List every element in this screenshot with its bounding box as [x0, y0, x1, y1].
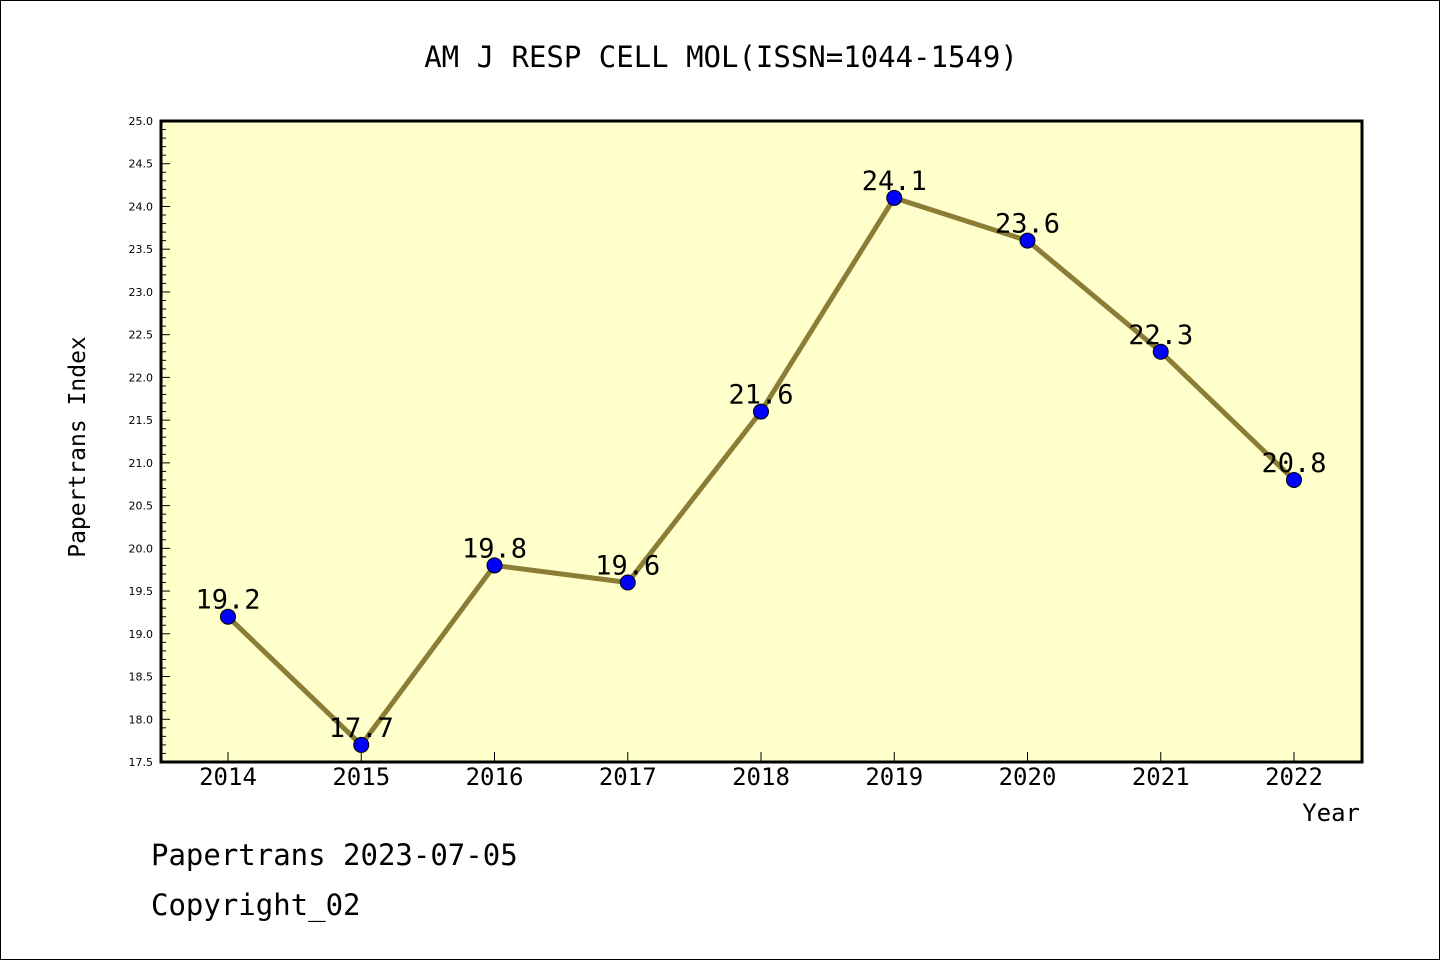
footer-date: Papertrans 2023-07-05 [151, 838, 518, 872]
plot-border [159, 119, 1364, 764]
x-axis-label: Year [1302, 799, 1360, 827]
data-labels-layer: 19.2 17.7 19.8 19.6 21.6 24.1 23.6 22.3 20.8 [195, 166, 1326, 744]
x-tick-label: 2019 [865, 763, 923, 791]
chart-title: AM J RESP CELL MOL(ISSN=1044-1549) [424, 40, 1018, 74]
plot-area [161, 121, 1362, 762]
y-tick-label: 21.5 [129, 414, 154, 427]
data-point [220, 608, 236, 625]
data-point [1019, 232, 1036, 249]
series-layer [220, 189, 1302, 753]
y-tick-label: 19.0 [129, 628, 154, 641]
y-tick-label: 22.0 [129, 371, 154, 384]
data-point [1152, 343, 1169, 360]
x-tick-label: 2016 [466, 763, 524, 791]
data-label: 24.1 [862, 166, 927, 197]
data-label: 17.7 [329, 713, 394, 744]
data-point [886, 189, 903, 206]
x-axis: 2014 2015 2016 2017 2018 2019 2020 2021 2022 [199, 752, 1323, 791]
y-tick-label: 18.5 [129, 671, 154, 684]
data-point [753, 403, 769, 420]
y-tick-label: 18.0 [129, 713, 154, 726]
y-tick-label: 20.0 [129, 542, 154, 555]
y-tick-label: 19.5 [129, 585, 154, 598]
data-point [1286, 471, 1302, 488]
footer-copyright: Copyright_02 [151, 888, 361, 923]
data-label: 21.6 [728, 380, 793, 411]
data-point [486, 557, 503, 574]
x-tick-label: 2022 [1265, 763, 1323, 791]
x-tick-label: 2015 [332, 763, 390, 791]
data-label: 19.6 [595, 551, 660, 582]
x-tick-label: 2020 [999, 763, 1057, 791]
x-tick-label: 2014 [199, 763, 257, 791]
y-tick-label: 23.0 [129, 286, 154, 299]
y-axis-label: Papertrans Index [65, 336, 91, 558]
data-label: 20.8 [1261, 448, 1326, 479]
y-tick-label: 22.5 [129, 329, 154, 342]
y-tick-label: 17.5 [129, 756, 154, 769]
data-point [353, 736, 370, 753]
x-tick-label: 2018 [732, 763, 790, 791]
data-label: 22.3 [1128, 320, 1193, 351]
y-tick-label: 24.0 [129, 200, 154, 213]
x-tick-label: 2017 [599, 763, 657, 791]
x-tick-label: 2021 [1132, 763, 1190, 791]
y-tick-label: 24.5 [129, 158, 154, 171]
data-point [619, 574, 636, 591]
data-label: 23.6 [995, 209, 1060, 240]
y-tick-label: 23.5 [129, 243, 154, 256]
data-label: 19.8 [462, 533, 527, 564]
y-tick-label: 20.5 [129, 500, 154, 513]
y-tick-label: 21.0 [129, 457, 154, 470]
data-label: 19.2 [195, 585, 260, 616]
y-tick-label: 25.0 [129, 115, 154, 128]
